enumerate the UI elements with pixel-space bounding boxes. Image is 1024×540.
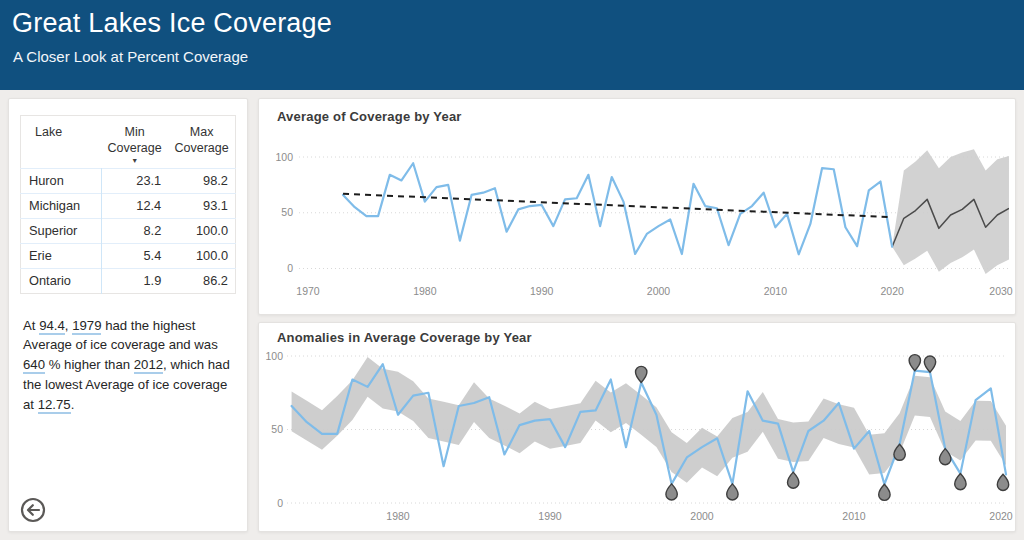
narrative-text: % higher than: [45, 357, 134, 372]
value-cell[interactable]: 98.2: [168, 168, 235, 193]
table-row-michigan[interactable]: Michigan12.493.1: [21, 193, 236, 218]
coverage-chart-card: Average of Coverage by Year 050100197019…: [258, 98, 1016, 315]
report-subtitle: A Closer Look at Percent Coverage: [13, 48, 248, 65]
anomaly-marker[interactable]: [636, 366, 647, 382]
x-axis-label: 1990: [530, 285, 554, 297]
anomalies-chart-card: Anomalies in Average Coverage by Year 05…: [258, 322, 1016, 532]
coverage-by-year-chart[interactable]: 0 50 100 1970 1980 1990 2000 2010 2020 2030: [259, 99, 1015, 314]
coverage-line[interactable]: [343, 163, 892, 254]
value-cell[interactable]: 100.0: [168, 243, 235, 268]
back-button[interactable]: [18, 495, 50, 527]
narrative-dynamic-value: 640: [23, 357, 45, 374]
value-cell[interactable]: 12.4: [101, 193, 168, 218]
x-axis-label: 1990: [538, 510, 562, 522]
lake-name-cell[interactable]: Superior: [21, 218, 102, 243]
x-axis-label: 2020: [989, 510, 1013, 522]
y-axis-label: 50: [271, 423, 283, 435]
table-row-superior[interactable]: Superior8.2100.0: [21, 218, 236, 243]
anomaly-marker[interactable]: [666, 484, 677, 500]
lake-name-cell[interactable]: Ontario: [21, 268, 102, 293]
table-row-erie[interactable]: Erie5.4100.0: [21, 243, 236, 268]
y-axis-label: 50: [281, 206, 293, 218]
forecast-confidence-band: [892, 149, 1009, 274]
narrative-dynamic-value: 1979: [72, 318, 101, 335]
sort-descending-icon: ▼: [105, 157, 164, 166]
value-cell[interactable]: 1.9: [101, 268, 168, 293]
x-axis-label: 2030: [989, 285, 1013, 297]
lake-name-cell[interactable]: Huron: [21, 168, 102, 193]
column-header-lake[interactable]: Lake: [21, 116, 102, 169]
y-axis-label: 0: [277, 497, 283, 509]
anomaly-marker[interactable]: [879, 484, 890, 500]
value-cell[interactable]: 93.1: [168, 193, 235, 218]
report-title: Great Lakes Ice Coverage: [12, 8, 332, 39]
x-axis-label: 2010: [842, 510, 866, 522]
narrative-dynamic-value: 12.75: [38, 397, 71, 414]
y-axis-label: 0: [287, 262, 293, 274]
x-axis-label: 1980: [413, 285, 437, 297]
x-axis-label: 1980: [386, 510, 410, 522]
x-axis-label: 2020: [880, 285, 904, 297]
anomaly-marker[interactable]: [727, 484, 738, 500]
anomalies-by-year-chart[interactable]: 0 50 100 1980 1990 2000 2010 2020: [259, 323, 1015, 531]
lake-coverage-table[interactable]: LakeMin Coverage▼Max Coverage Huron23.19…: [20, 115, 236, 294]
narrative-text: At: [23, 318, 39, 333]
x-axis-label: 2000: [690, 510, 714, 522]
table-body[interactable]: Huron23.198.2Michigan12.493.1Superior8.2…: [21, 168, 236, 293]
y-axis-label: 100: [275, 151, 293, 163]
anomaly-marker[interactable]: [788, 472, 799, 488]
narrative-text: .: [71, 397, 75, 412]
summary-panel: LakeMin Coverage▼Max Coverage Huron23.19…: [8, 98, 248, 532]
lake-name-cell[interactable]: Michigan: [21, 193, 102, 218]
column-header-min-coverage[interactable]: Min Coverage▼: [101, 116, 168, 169]
lake-name-cell[interactable]: Erie: [21, 243, 102, 268]
anomaly-marker[interactable]: [997, 474, 1008, 490]
column-header-max-coverage[interactable]: Max Coverage: [168, 116, 235, 169]
expected-range-band: [292, 357, 1006, 483]
x-axis-label: 2000: [647, 285, 671, 297]
value-cell[interactable]: 8.2: [101, 218, 168, 243]
value-cell[interactable]: 86.2: [168, 268, 235, 293]
anomaly-marker[interactable]: [955, 474, 966, 490]
narrative-dynamic-value: 94.4: [39, 318, 65, 335]
smart-narrative-text: At 94.4, 1979 had the highest Average of…: [23, 316, 233, 415]
y-axis-label: 100: [265, 350, 283, 362]
x-axis-label: 2010: [764, 285, 788, 297]
table-row-huron[interactable]: Huron23.198.2: [21, 168, 236, 193]
anomaly-marker[interactable]: [924, 356, 935, 372]
value-cell[interactable]: 5.4: [101, 243, 168, 268]
anomaly-marker[interactable]: [909, 355, 920, 371]
value-cell[interactable]: 100.0: [168, 218, 235, 243]
narrative-dynamic-value: 2012: [134, 357, 163, 374]
table-header[interactable]: LakeMin Coverage▼Max Coverage: [21, 116, 236, 169]
x-axis-label: 1970: [296, 285, 320, 297]
circled-left-arrow-icon: [18, 495, 50, 527]
report-header: Great Lakes Ice Coverage A Closer Look a…: [0, 0, 1024, 90]
table-row-ontario[interactable]: Ontario1.986.2: [21, 268, 236, 293]
trend-line[interactable]: [343, 194, 892, 217]
value-cell[interactable]: 23.1: [101, 168, 168, 193]
